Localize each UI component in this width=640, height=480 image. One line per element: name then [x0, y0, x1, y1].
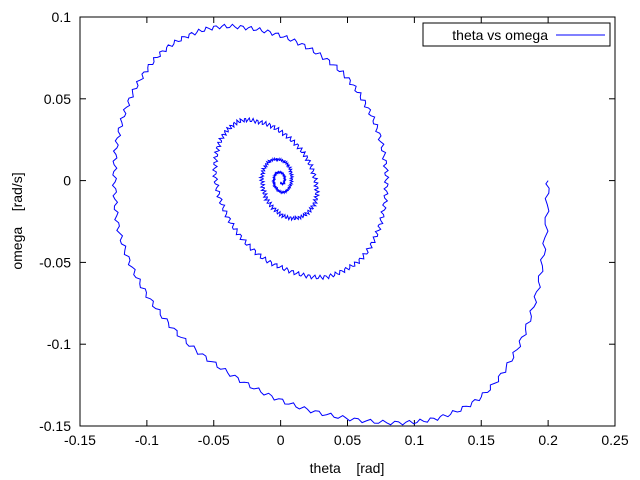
y-tick-label: 0 [63, 173, 71, 189]
y-tick-label: 0.1 [52, 9, 72, 25]
y-tick-label: -0.1 [47, 336, 71, 352]
y-tick-label: -0.05 [39, 254, 71, 270]
x-tick-label: 0.2 [538, 432, 558, 448]
x-tick-label: 0.15 [468, 432, 495, 448]
x-tick-label: -0.1 [135, 432, 159, 448]
x-tick-label: 0.05 [334, 432, 361, 448]
x-axis-label: theta [rad] [310, 460, 385, 476]
series-layer [111, 23, 550, 426]
x-tick-label: 0 [277, 432, 285, 448]
series-line [111, 23, 550, 426]
x-tick-label: 0.25 [601, 432, 628, 448]
x-tick-label: 0.1 [405, 432, 425, 448]
y-axis-label: omega [rad/s] [9, 172, 25, 269]
x-tick-label: -0.15 [64, 432, 96, 448]
y-tick-label: -0.15 [39, 418, 71, 434]
legend-label: theta vs omega [452, 27, 548, 43]
y-tick-label: 0.05 [44, 91, 71, 107]
x-tick-label: -0.05 [198, 432, 230, 448]
y-axis-ticks: -0.15 -0.1 -0.05 0 0.05 0.1 [39, 9, 615, 434]
legend: theta vs omega [422, 22, 611, 47]
legend-box [422, 22, 611, 47]
x-axis-ticks: -0.15 -0.1 -0.05 0 0.05 0.1 0.15 0.2 0.25 [64, 17, 629, 448]
plot-frame [79, 16, 616, 427]
